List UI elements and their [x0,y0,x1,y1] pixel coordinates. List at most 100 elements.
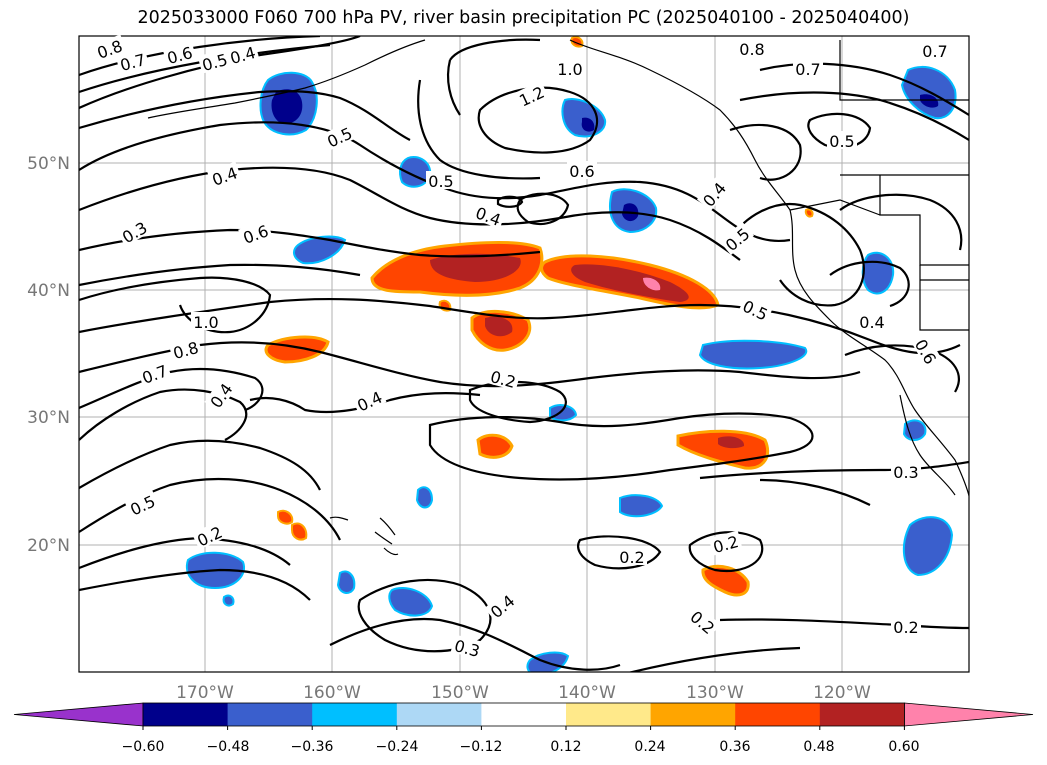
lon-tick-label: 150°W [431,683,489,703]
precip-blob [415,486,434,509]
contour-label-background [168,336,203,362]
precip-blob [619,494,664,518]
lon-tick-label: 130°W [686,683,744,703]
contour-labels: 0.80.7 0.6 0.50.41.01.20.80.70.70.50.50.50… [92,34,950,661]
precip-blob [920,94,939,108]
pv-contours [79,36,969,672]
colorbar-swatch [143,703,229,726]
colorbar-swatch [312,703,398,726]
precip-blob [804,208,814,218]
lon-tick-label: 140°W [558,683,616,703]
contour-label-background [486,365,521,391]
contour-label-background [351,385,387,415]
colorbar-tick-labels: −0.60 −0.48 −0.36 −0.24 −0.12 0.12 0.24 … [122,739,920,755]
contour-label-background [484,588,519,623]
precip-blob [902,419,927,441]
precip-blob [222,594,235,607]
contour-label-background [737,39,767,57]
longitude-tick-labels: 170°W 160°W 150°W 140°W 130°W 120°W [176,683,871,703]
precip-blob [277,509,294,525]
contour-label: 0.7 [795,60,820,79]
colorbar-tick-label: −0.36 [291,739,334,755]
lat-tick-label: 30°N [27,408,70,428]
lat-tick-label: 40°N [27,281,70,301]
colorbar-tick-label: −0.48 [207,739,250,755]
contour-label-background [238,219,273,247]
colorbar-outline [142,702,905,727]
contour-label-background [857,312,887,330]
map-title: 2025033000 F060 700 hPa PV, river basin … [137,8,910,28]
contour-label-background [92,34,127,62]
lat-tick-label: 20°N [27,536,70,556]
colorbar-tick-label: 0.48 [803,739,834,755]
colorbar-swatch [227,703,313,726]
colorbar-tick-label: −0.12 [460,739,503,755]
lon-tick-label: 120°W [813,683,871,703]
contour-label: 0.3 [893,463,918,482]
colorbar-swatch [481,703,567,726]
contour-label: 0.8 [739,40,764,59]
contour-label-background [450,634,485,660]
precip-blob [581,117,595,132]
colorbar-swatch [566,703,652,726]
contour-label-background [719,221,754,256]
contour-label-background [197,48,232,74]
colorbar-tick-label: 0.36 [719,739,750,755]
precip-blob [430,253,521,282]
contour-label: 0.4 [859,313,884,332]
contour-label: 0.5 [829,132,854,151]
lat-tick-label: 50°N [27,154,70,174]
lon-tick-label: 160°W [303,683,361,703]
contour-label-background [920,41,950,59]
contour-label-background [617,547,647,565]
contour-label-background [162,41,197,67]
contour-label-background [137,359,172,387]
colorbar-swatch [650,703,736,726]
contour-label-background [191,312,221,330]
precip-blob [271,89,303,124]
contour-label-background [891,462,921,480]
latitude-tick-labels: 50°N 40°N 30°N 20°N [27,154,70,556]
lon-tick-label: 170°W [176,683,234,703]
colorbar-extend-high [904,702,1034,727]
precip-blob [902,516,954,577]
precip-blob [336,570,356,594]
contour-label-background [191,520,227,550]
colorbar-tick-label: 0.24 [634,739,665,755]
contour-label-background [891,617,921,635]
contour-label-background [115,48,150,74]
colorbar-tick-label: −0.24 [376,739,419,755]
precip-blob [571,264,689,302]
contour-label-background [738,294,774,324]
contour-label-background [567,161,597,179]
coastlines [147,39,969,556]
colorbar-swatch [396,703,482,726]
contour-label-background [696,176,731,211]
precip-blob [698,339,808,370]
contour-label-background [124,489,160,519]
contour-label-background [513,80,549,110]
contour-label: 0.7 [922,42,947,61]
precip-blob [476,433,514,459]
contour-label-background [204,377,237,413]
precip-blob [388,587,434,617]
colorbar-extend-low [13,702,144,727]
colorbar-tick-label: −0.60 [122,739,165,755]
colorbar-tick-label: 0.60 [888,739,919,755]
map-frame [78,35,970,673]
precip-blob [861,251,895,295]
contour-label-background [321,121,357,151]
contour-label: 1.0 [193,313,218,332]
precip-blob [701,565,750,597]
contour-label: 0.6 [569,162,594,181]
precip-blob [718,436,745,449]
contour-label-background [827,131,857,149]
contour-label-background [225,41,260,67]
colorbar-swatch [819,703,905,726]
contour-label-background [708,530,743,556]
colorbar-tick-label: 0.12 [550,739,581,755]
contour-label-background [911,333,943,369]
contour-label-background [426,171,456,189]
contour-label-background [555,59,585,77]
